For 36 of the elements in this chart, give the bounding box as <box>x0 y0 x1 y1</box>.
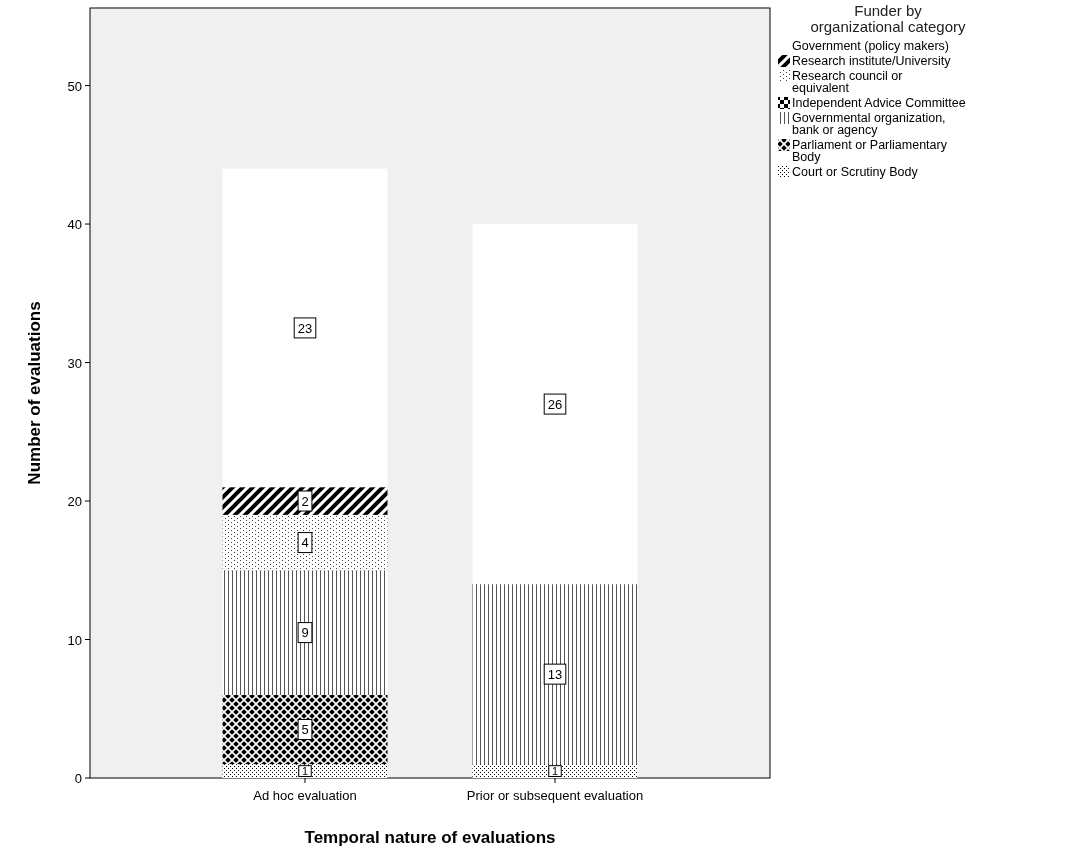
data-label: 4 <box>301 535 309 551</box>
data-label: 1 <box>301 764 309 777</box>
x-tick-label: Prior or subsequent evaluation <box>466 788 644 803</box>
text: Government (policy makers) <box>792 39 949 53</box>
y-tick-label: 50 <box>67 78 82 94</box>
data-label: 26 <box>547 396 563 412</box>
data-label: 23 <box>297 320 313 336</box>
bar <box>222 487 388 515</box>
legend-label: Research institute/University <box>792 54 952 68</box>
data-label: 5 <box>301 722 309 738</box>
bar <box>222 570 388 695</box>
bar <box>472 224 638 585</box>
legend-label: Independent Advice Committee <box>792 96 966 110</box>
y-axis-title: Number of evaluations <box>25 301 44 485</box>
legend-label: Court or Scrutiny Body <box>792 165 919 179</box>
bar <box>222 694 388 765</box>
y-tick-label: 0 <box>74 771 82 786</box>
bar <box>472 584 638 765</box>
data-label: 13 <box>547 666 563 682</box>
y-tick-label: 20 <box>67 494 82 510</box>
bar <box>222 514 388 571</box>
y-tick-label: 30 <box>67 355 82 371</box>
legend-title: Funder by organizational category <box>810 2 967 35</box>
legend-label: Governmental organization, bank or agency <box>792 111 946 137</box>
legend-label: Research council or equivalent <box>792 69 903 95</box>
data-label: 1 <box>551 764 559 777</box>
legend-label: Parliament or Parliamentary Body <box>792 138 948 164</box>
data-label: 2 <box>301 493 309 509</box>
bar <box>222 764 388 778</box>
data-label: 9 <box>301 625 309 641</box>
y-tick-label: 40 <box>67 217 82 233</box>
y-tick-label: 10 <box>67 632 82 648</box>
x-axis-title: Temporal nature of evaluations <box>304 828 556 847</box>
bar <box>222 168 388 488</box>
bar <box>472 764 638 778</box>
x-tick-label: Ad hoc evaluation <box>253 788 357 803</box>
